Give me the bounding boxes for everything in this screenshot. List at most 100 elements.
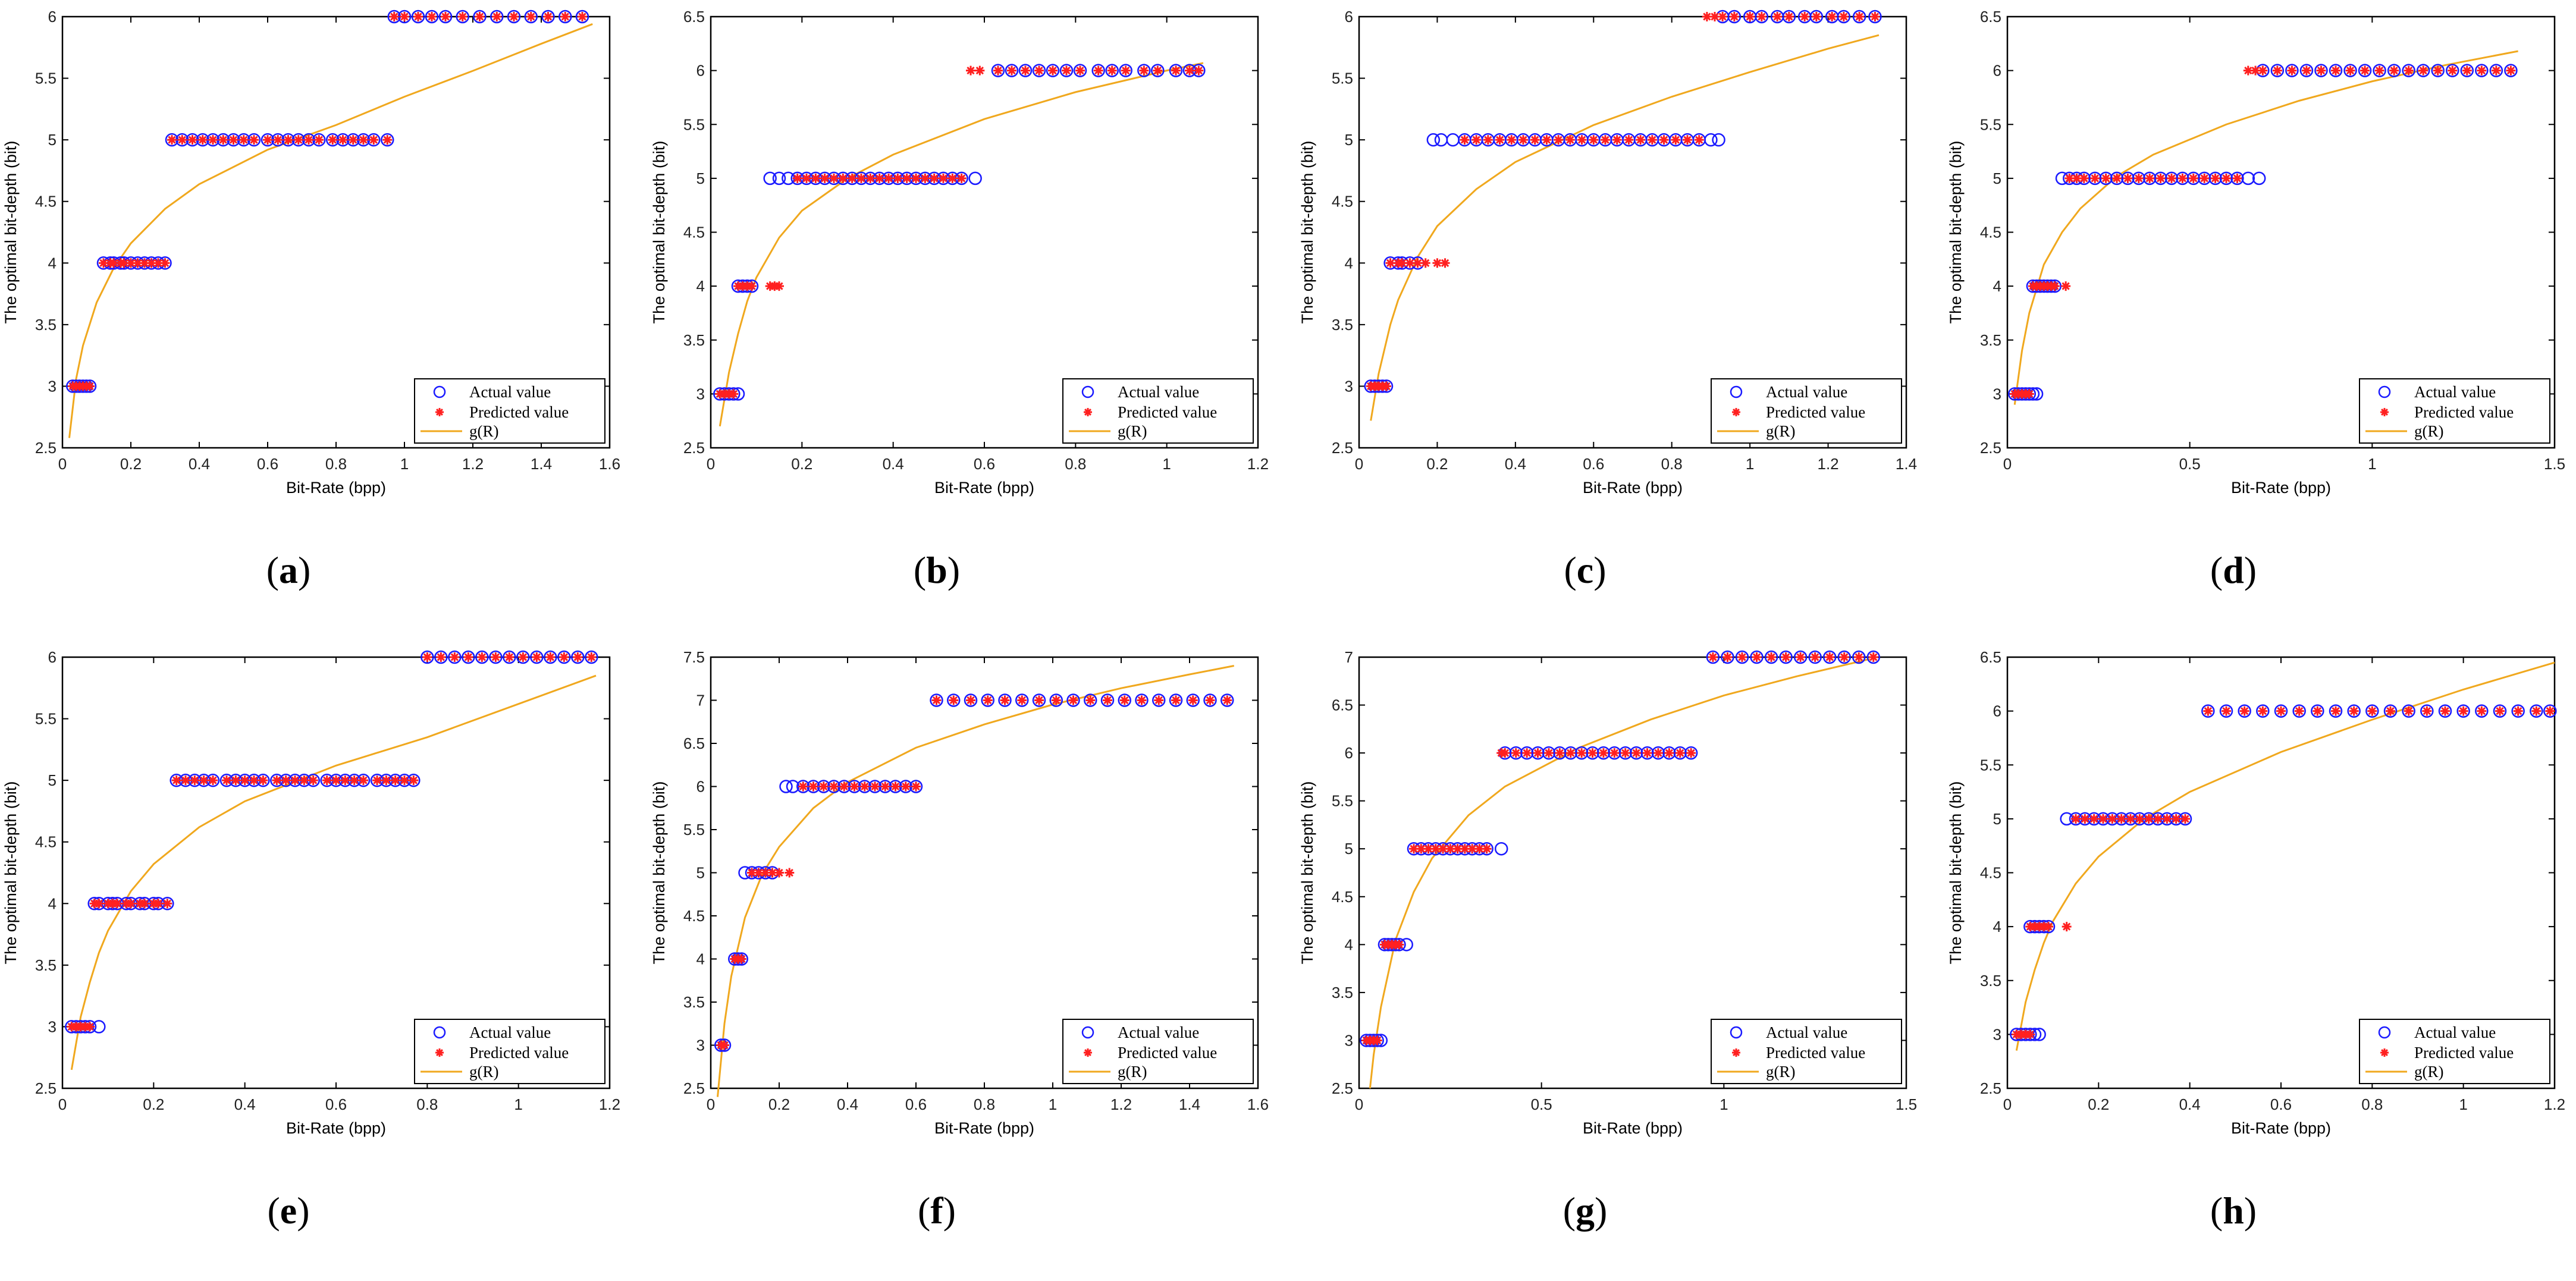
y-axis-label: The optimal bit-depth (bit) [1298,141,1316,324]
y-tick-label: 4 [696,277,705,295]
paren-close: ) [297,1189,309,1232]
x-tick-label: 1.2 [1817,455,1838,473]
predicted-point [1577,135,1587,145]
actual-point [1586,746,1599,760]
y-tick-label: 4 [1993,918,2001,935]
asterisk-stroke [1386,259,1395,267]
predicted-point [85,381,95,391]
asterisk-stroke [147,259,156,267]
asterisk-stroke [1531,136,1539,144]
asterisk-stroke [2506,66,2515,75]
predicted-point [1048,65,1058,76]
legend-actual-marker [1730,1026,1743,1039]
x-tick-label: 0.5 [2179,455,2201,473]
actual-point [2446,64,2459,77]
predicted-point [1382,381,1391,391]
actual-point [421,650,434,664]
x-axis-label: Bit-Rate (bpp) [2231,1119,2331,1137]
predicted-point [1854,652,1864,662]
asterisk-stroke [328,136,337,144]
panel-letter-g: (g) [1563,1189,1608,1232]
actual-point [1608,746,1621,760]
asterisk-stroke [2178,174,2187,183]
asterisk-stroke [785,868,793,877]
asterisk-stroke [850,782,859,791]
predicted-point [532,652,542,662]
predicted-point [409,775,419,786]
predicted-point [359,135,368,145]
predicted-point [475,12,485,21]
legend-actual-label: Actual value [1766,383,1847,401]
asterisk-stroke [2222,707,2230,715]
legend-curve-label: g(R) [1118,422,1147,440]
predicted-point [99,258,108,268]
asterisk-stroke [1405,259,1414,267]
paren-open: ( [2210,549,2223,591]
predicted-point [299,775,309,786]
predicted-point [314,135,324,145]
predicted-point [1500,748,1510,758]
predicted-point [349,775,359,786]
x-tick-label: 0.2 [1426,455,1448,473]
asterisk-stroke [161,259,170,267]
paren-close: ) [947,549,960,591]
predicted-point [983,695,993,705]
x-tick-label: 0.2 [120,455,142,473]
predicted-point [1737,652,1747,662]
predicted-point [2531,706,2542,716]
asterisk-stroke [891,782,900,791]
predicted-point [1565,748,1576,758]
predicted-point [1139,65,1149,76]
predicted-point [2116,814,2126,824]
asterisk-stroke [958,174,966,183]
asterisk-stroke [768,868,777,877]
asterisk-stroke [975,66,984,75]
asterisk-stroke [250,136,258,144]
actual-point [1596,746,1611,760]
asterisk-stroke [573,653,582,661]
actual-point [2208,171,2222,186]
predicted-point [1752,652,1762,662]
asterisk-stroke [1395,940,1404,949]
asterisk-stroke [775,868,783,877]
actual-point [1727,10,1742,24]
actual-point [530,650,544,664]
predicted-point [1781,652,1791,662]
predicted-point [2222,173,2231,183]
predicted-point [331,775,341,786]
asterisk-stroke [1643,749,1652,757]
legend-predicted-marker [1732,1048,1740,1057]
asterisk-stroke [1018,696,1026,705]
predicted-point [2188,173,2198,183]
asterisk-stroke [332,776,340,784]
asterisk-stroke [178,136,186,144]
predicted-point [281,775,291,786]
actual-point [1066,693,1080,707]
actual-point [2416,64,2430,77]
asterisk-stroke [1035,66,1043,75]
asterisk-stroke [140,899,149,908]
asterisk-stroke [2113,174,2121,183]
y-axis-label: The optimal bit-depth (bit) [650,781,668,965]
actual-point [1750,650,1764,664]
actual-point [1152,693,1166,707]
plot-area [710,15,1259,449]
curve-gR [718,62,1204,427]
asterisk-stroke [391,776,400,784]
actual-point [2402,704,2415,718]
asterisk-stroke [830,174,838,183]
legend-predicted-marker [1084,408,1092,416]
asterisk-stroke [967,696,975,705]
asterisk-stroke [1825,653,1834,661]
predicted-point [947,173,958,183]
actual-point [1852,10,1866,24]
asterisk-stroke [1566,136,1574,144]
predicted-point [450,652,460,662]
actual-point [2230,171,2244,186]
predicted-point [2064,173,2075,183]
asterisk-stroke [2423,707,2431,715]
asterisk-stroke [2163,815,2171,823]
plot-area [1358,15,1907,449]
asterisk-stroke [2123,174,2132,183]
asterisk-stroke [948,174,956,183]
